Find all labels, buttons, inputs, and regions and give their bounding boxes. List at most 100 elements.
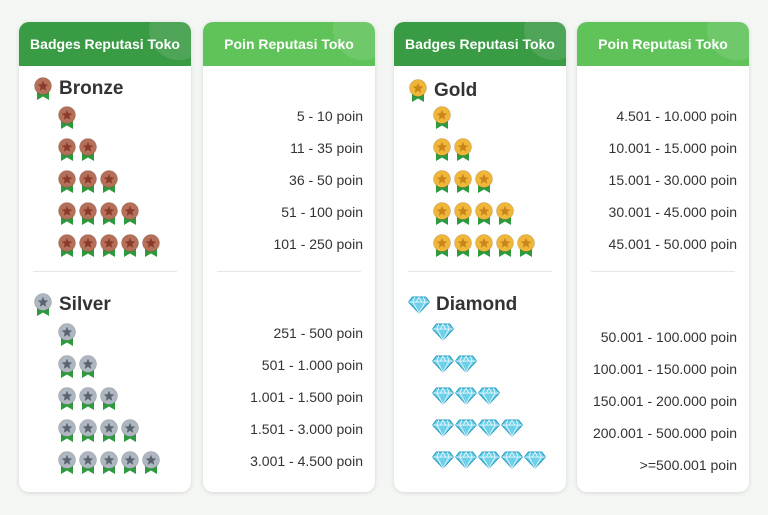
gold-medal-icon: [495, 202, 515, 226]
silver-medal-icon: [57, 451, 77, 475]
badge-row-level-3: [432, 387, 500, 405]
diamond-icon: [408, 296, 430, 314]
bronze-medal-icon: [141, 234, 161, 258]
bronze-medal-icon: [57, 170, 77, 194]
badge-row-level-1: [432, 106, 452, 130]
silver-medal-icon: [57, 323, 77, 347]
diamond-icon: [455, 451, 477, 469]
diamond-icon: [432, 419, 454, 437]
badges-header-right: Badges Reputasi Toko: [394, 22, 566, 66]
badge-row-level-5: [57, 234, 161, 258]
point-range: 4.501 - 10.000 poin: [616, 108, 737, 124]
tier-title-bronze: Bronze: [33, 77, 123, 101]
silver-medal-icon: [99, 451, 119, 475]
silver-medal-icon: [141, 451, 161, 475]
point-range: 30.001 - 45.000 poin: [608, 204, 737, 220]
bronze-medal-icon: [78, 234, 98, 258]
diamond-icon: [432, 355, 454, 373]
points-card-left: Poin Reputasi Toko 5 - 10 poin 11 - 35 po…: [203, 22, 375, 492]
gold-medal-icon: [453, 234, 473, 258]
tier-name-silver: Silver: [59, 294, 111, 315]
point-range: 51 - 100 poin: [281, 204, 363, 220]
diamond-icon: [455, 387, 477, 405]
diamond-icon: [501, 451, 523, 469]
badges-card-right: Badges Reputasi Toko Gold Diamond: [394, 22, 566, 492]
gold-medal-icon: [453, 202, 473, 226]
point-range: 200.001 - 500.000 poin: [592, 425, 737, 441]
silver-medal-icon: [99, 387, 119, 411]
diamond-icon: [478, 451, 500, 469]
tier-title-silver: Silver: [33, 293, 111, 317]
bronze-medal-icon: [99, 234, 119, 258]
gold-medal-icon: [453, 138, 473, 162]
gold-medal-icon: [432, 170, 452, 194]
badge-row-level-2: [432, 355, 477, 373]
bronze-medal-icon: [57, 106, 77, 130]
silver-medal-icon: [78, 451, 98, 475]
point-range: 100.001 - 150.000 poin: [592, 361, 737, 377]
diamond-icon: [524, 451, 546, 469]
diamond-icon: [501, 419, 523, 437]
badge-row-level-3: [57, 387, 119, 411]
gold-medal-icon: [474, 202, 494, 226]
bronze-medal-icon: [57, 234, 77, 258]
bronze-medal-icon: [78, 170, 98, 194]
gold-medal-icon: [453, 170, 473, 194]
silver-medal-icon: [57, 387, 77, 411]
divider: [591, 271, 735, 272]
badge-row-level-5: [432, 451, 546, 469]
point-range: 1.501 - 3.000 poin: [250, 421, 363, 437]
point-range: 101 - 250 poin: [273, 236, 363, 252]
diamond-icon: [455, 419, 477, 437]
badge-row-level-3: [432, 170, 494, 194]
badge-row-level-2: [432, 138, 473, 162]
point-range: 50.001 - 100.000 poin: [600, 329, 737, 345]
bronze-medal-icon: [120, 202, 140, 226]
point-range: 10.001 - 15.000 poin: [608, 140, 737, 156]
diamond-icon: [455, 355, 477, 373]
gold-medal-icon: [516, 234, 536, 258]
badge-row-level-4: [57, 202, 140, 226]
badge-row-level-1: [57, 323, 77, 347]
bronze-medal-icon: [99, 170, 119, 194]
gold-medal-icon: [432, 202, 452, 226]
badges-card-left: Badges Reputasi Toko Bronze Silver: [19, 22, 191, 492]
badge-row-level-5: [432, 234, 536, 258]
bronze-medal-icon: [99, 202, 119, 226]
gold-medal-icon: [495, 234, 515, 258]
gold-medal-icon: [432, 138, 452, 162]
bronze-medal-icon: [78, 138, 98, 162]
tier-title-diamond: Diamond: [408, 294, 517, 316]
point-range: 3.001 - 4.500 poin: [250, 453, 363, 469]
silver-medal-icon: [99, 419, 119, 443]
gold-medal-icon: [474, 170, 494, 194]
silver-medal-icon: [57, 355, 77, 379]
gold-medal-icon: [432, 106, 452, 130]
gold-medal-icon: [408, 79, 428, 103]
point-range: 36 - 50 poin: [289, 172, 363, 188]
bronze-medal-icon: [120, 234, 140, 258]
silver-medal-icon: [78, 419, 98, 443]
gold-medal-icon: [474, 234, 494, 258]
badge-row-level-2: [57, 138, 98, 162]
diamond-icon: [478, 387, 500, 405]
points-header-left: Poin Reputasi Toko: [203, 22, 375, 66]
silver-medal-icon: [120, 419, 140, 443]
bronze-medal-icon: [57, 138, 77, 162]
badge-row-level-5: [57, 451, 161, 475]
point-range: 45.001 - 50.000 poin: [608, 236, 737, 252]
divider: [408, 271, 552, 272]
gold-medal-icon: [432, 234, 452, 258]
point-range: 1.001 - 1.500 poin: [250, 389, 363, 405]
tier-title-gold: Gold: [408, 79, 477, 103]
silver-medal-icon: [78, 355, 98, 379]
bronze-medal-icon: [78, 202, 98, 226]
diamond-icon: [478, 419, 500, 437]
badge-row-level-4: [432, 419, 523, 437]
points-header-right: Poin Reputasi Toko: [577, 22, 749, 66]
diamond-icon: [432, 387, 454, 405]
point-range: 11 - 35 poin: [290, 140, 363, 156]
tier-name-gold: Gold: [434, 80, 478, 101]
badge-row-level-1: [432, 323, 454, 341]
tier-name-diamond: Diamond: [436, 294, 518, 315]
